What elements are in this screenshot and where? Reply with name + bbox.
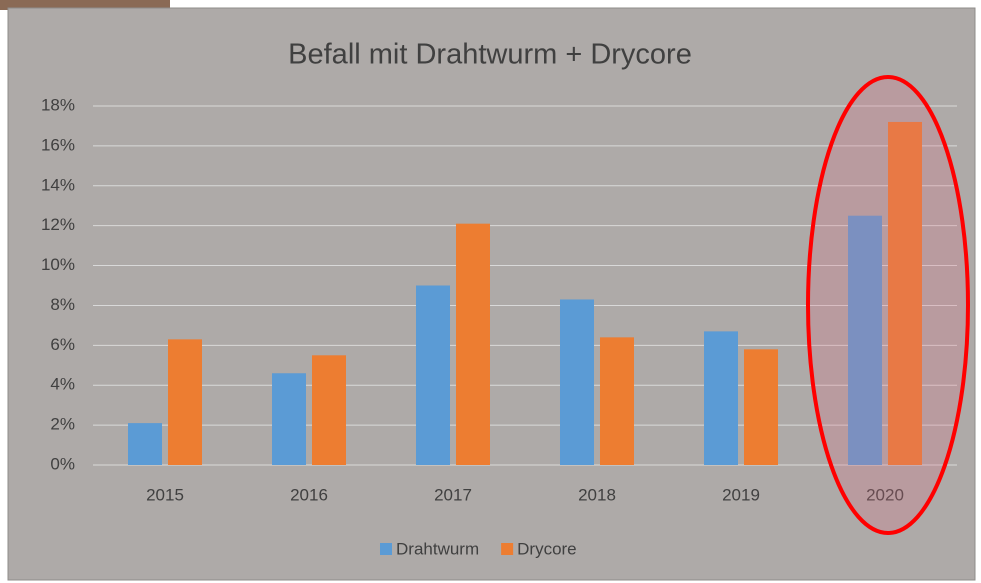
bar: [560, 299, 594, 465]
bar: [272, 373, 306, 465]
bar: [128, 423, 162, 465]
legend-swatch: [380, 543, 392, 555]
x-tick-label: 2016: [290, 485, 328, 504]
photo-corner: [0, 0, 170, 10]
legend-label: Drahtwurm: [396, 539, 479, 558]
y-tick-label: 2%: [50, 415, 75, 434]
chart-background: [7, 7, 976, 581]
legend-swatch: [501, 543, 514, 555]
x-tick-label: 2018: [578, 485, 616, 504]
bar: [456, 223, 490, 465]
y-tick-label: 10%: [41, 255, 75, 274]
y-tick-label: 6%: [50, 335, 75, 354]
bar: [600, 337, 634, 465]
legend-label: Drycore: [517, 539, 577, 558]
x-tick-label: 2015: [146, 485, 184, 504]
bar: [888, 121, 922, 465]
y-tick-label: 12%: [41, 215, 75, 234]
chart-title: Befall mit Drahtwurm + Drycore: [288, 39, 692, 71]
x-tick-label: 2019: [722, 485, 760, 504]
bar: [848, 215, 882, 465]
bar: [704, 331, 738, 465]
y-tick-label: 18%: [41, 95, 75, 114]
y-tick-label: 0%: [50, 454, 75, 473]
y-tick-label: 4%: [50, 375, 75, 394]
bar: [416, 285, 450, 465]
bar: [168, 339, 202, 465]
y-tick-label: 14%: [41, 175, 75, 194]
x-tick-label: 2020: [866, 485, 904, 504]
y-tick-label: 8%: [50, 295, 75, 314]
x-tick-label: 2017: [434, 485, 472, 504]
highlight-ellipse: [806, 75, 970, 535]
bar: [312, 355, 346, 465]
y-tick-label: 16%: [41, 135, 75, 154]
bar: [744, 349, 778, 465]
